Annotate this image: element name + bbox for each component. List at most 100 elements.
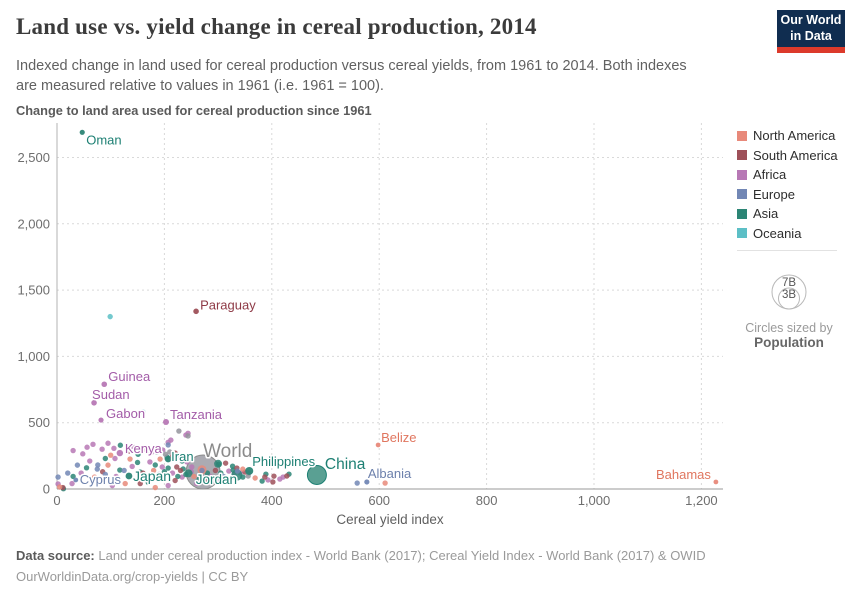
data-point[interactable] [137,480,143,487]
data-point[interactable] [129,443,135,450]
point-Guinea[interactable] [101,381,108,388]
data-point[interactable] [185,433,191,439]
data-point[interactable] [179,474,185,480]
data-point[interactable] [134,459,141,466]
legend-item-africa[interactable]: Africa [737,167,847,182]
data-point[interactable] [147,459,153,465]
point-Cyprus[interactable] [73,477,79,483]
country-label-Philippines[interactable]: Philippines [251,452,317,470]
data-point[interactable] [203,476,212,485]
data-point[interactable] [56,484,63,490]
country-label-China[interactable]: China [323,454,367,474]
country-label-Kenya[interactable]: Kenya [123,440,164,458]
data-point[interactable] [193,480,200,487]
data-point[interactable] [125,448,132,454]
data-point[interactable] [152,462,158,468]
data-point[interactable] [80,451,86,457]
point-Bahamas[interactable] [713,479,719,485]
data-point[interactable] [102,455,109,462]
point-Gabon[interactable] [98,417,104,423]
data-point[interactable] [121,467,127,474]
data-point[interactable] [99,446,105,452]
data-point[interactable] [135,451,141,457]
data-point[interactable] [172,450,178,456]
country-label-Albania[interactable]: Albania [366,464,413,482]
data-point[interactable] [179,458,185,464]
data-point[interactable] [167,449,173,455]
data-point[interactable] [271,473,277,479]
data-point[interactable] [165,442,171,448]
country-label-Bahamas[interactable]: Bahamas [654,465,712,483]
data-point[interactable] [214,459,223,468]
data-point[interactable] [142,446,148,452]
data-point[interactable] [83,465,90,471]
legend-item-oceania[interactable]: Oceania [737,226,847,241]
data-point[interactable] [196,476,203,482]
data-point[interactable] [108,452,114,458]
country-label-Guinea[interactable]: Guinea [107,368,153,386]
data-point[interactable] [184,469,193,478]
data-point[interactable] [90,441,96,448]
data-point[interactable] [148,449,155,455]
license-line[interactable]: OurWorldinData.org/crop-yields | CC BY [16,569,249,585]
point-Albania[interactable] [364,479,370,485]
point-Philippines[interactable] [245,466,254,475]
data-point[interactable] [156,471,162,478]
data-point[interactable] [354,480,360,486]
country-label-Belize[interactable]: Belize [380,428,418,446]
country-label-Cyprus[interactable]: Cyprus [78,470,123,488]
point-Paraguay[interactable] [193,308,199,315]
data-point[interactable] [117,467,123,473]
data-point[interactable] [74,462,81,468]
country-label-Tanzania[interactable]: Tanzania [169,406,225,424]
data-point[interactable] [212,467,219,474]
data-point[interactable] [117,442,124,448]
data-point[interactable] [199,467,205,474]
data-point[interactable] [177,467,184,474]
data-point[interactable] [70,447,76,454]
point-Oman[interactable] [79,129,85,135]
legend-item-north-america[interactable]: North America [737,128,847,143]
point-China[interactable] [306,464,327,485]
point-Japan[interactable] [125,472,133,480]
data-point[interactable] [102,471,109,478]
data-point[interactable] [220,478,227,484]
data-point[interactable] [226,468,232,474]
point-Belize[interactable] [375,442,381,448]
data-point[interactable] [174,464,180,470]
data-point[interactable] [270,479,276,485]
data-point[interactable] [109,482,116,489]
data-point[interactable] [127,456,133,462]
data-point[interactable] [189,464,195,470]
data-point[interactable] [165,465,171,471]
data-point[interactable] [105,462,111,468]
data-point[interactable] [65,470,71,476]
data-point[interactable] [95,462,101,468]
country-label-Jordan[interactable]: Jordan [194,470,238,488]
data-point[interactable] [176,428,182,434]
data-point[interactable] [215,477,221,483]
data-point[interactable] [145,473,151,480]
data-point[interactable] [382,480,388,486]
data-point[interactable] [252,475,258,481]
country-label-Oman[interactable]: Oman [85,131,123,149]
country-label-Japan[interactable]: Japan [131,467,172,486]
data-point[interactable] [87,458,93,464]
data-point[interactable] [169,470,176,476]
data-point[interactable] [122,480,128,487]
data-point[interactable] [111,445,117,451]
data-point[interactable] [157,456,163,462]
data-point[interactable] [175,473,181,480]
legend-item-europe[interactable]: Europe [737,187,847,202]
data-point[interactable] [140,409,146,415]
data-point[interactable] [191,473,197,480]
data-point[interactable] [94,466,100,472]
data-point[interactable] [105,440,111,446]
data-point[interactable] [240,466,246,472]
data-point[interactable] [177,453,183,459]
data-point[interactable] [222,460,229,466]
point-Sudan[interactable] [91,400,97,406]
country-label-Iran[interactable]: Iran [170,448,195,466]
data-point[interactable] [55,474,61,480]
legend-item-south-america[interactable]: South America [737,148,847,163]
